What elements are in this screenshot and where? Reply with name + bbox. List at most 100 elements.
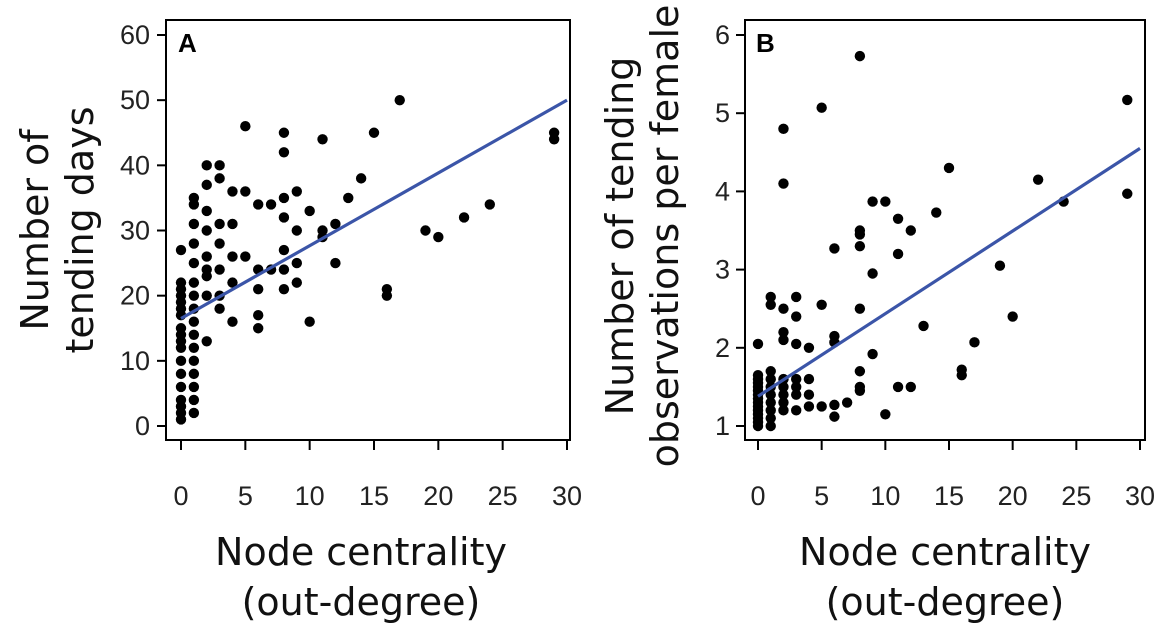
x-tick-label: 30	[552, 481, 582, 511]
fit-line	[180, 98, 568, 320]
data-point	[880, 196, 891, 207]
y-tick-label: 40	[120, 150, 150, 180]
data-point	[791, 405, 802, 416]
data-point	[854, 381, 866, 393]
data-point	[214, 173, 225, 184]
data-point	[803, 373, 815, 385]
data-point	[880, 409, 891, 420]
data-point	[214, 238, 225, 249]
data-point	[188, 277, 200, 288]
y-tick-label: 3	[715, 255, 730, 285]
y-tick-label: 1	[715, 411, 730, 441]
data-point	[278, 212, 290, 223]
data-point	[240, 251, 251, 262]
data-point	[188, 218, 200, 230]
y-axis-title-line2: tending days	[58, 106, 102, 353]
data-point	[304, 316, 315, 327]
y-axis-title-line1: Number of	[13, 128, 57, 331]
data-point	[227, 251, 238, 262]
data-point	[253, 310, 264, 321]
data-point	[803, 342, 815, 353]
data-point	[791, 311, 802, 322]
data-point	[854, 240, 866, 252]
y-tick-label: 30	[120, 216, 150, 246]
panel-a: 0 10 20 30 40 50 60 0 5 10 15 20 25 30 A Number of tendi…	[13, 19, 582, 623]
y-tick-label: 5	[715, 98, 730, 128]
data-point	[278, 192, 290, 204]
data-point	[816, 299, 827, 310]
data-point	[394, 94, 405, 106]
data-point	[765, 412, 776, 424]
data-point	[188, 355, 200, 367]
data-point	[918, 320, 929, 332]
data-point	[791, 338, 802, 350]
x-tick-label: 20	[423, 481, 453, 511]
data-point	[227, 186, 238, 197]
data-point	[188, 368, 200, 380]
data-point	[892, 381, 904, 393]
x-tick-label: 20	[998, 481, 1028, 511]
x-axis-title-line1: Node centrality	[799, 530, 1091, 574]
x-axis-title-line1: Node centrality	[215, 530, 507, 574]
data-point	[484, 199, 495, 210]
y-tick-label: 0	[135, 411, 150, 441]
data-point	[278, 244, 290, 256]
data-point	[1122, 188, 1133, 199]
data-point	[791, 381, 802, 393]
data-point	[201, 251, 212, 262]
data-point	[778, 178, 789, 189]
x-tick-label: 0	[750, 481, 765, 511]
data-point	[175, 244, 187, 256]
data-point	[188, 192, 200, 204]
data-point	[778, 397, 789, 408]
y-tick-label: 2	[715, 333, 730, 363]
data-point	[765, 389, 776, 400]
y-axis-title-line1: Number of tending	[598, 57, 642, 416]
data-point	[265, 199, 277, 210]
data-point	[816, 102, 827, 113]
data-point	[188, 238, 200, 249]
data-point	[291, 277, 302, 288]
y-tick-label: 10	[120, 346, 150, 376]
data-point	[201, 336, 212, 347]
data-point	[278, 147, 290, 158]
data-point	[291, 225, 302, 236]
x-tick-label: 30	[1125, 481, 1155, 511]
data-point	[214, 218, 225, 230]
data-point	[227, 316, 238, 327]
data-point	[854, 303, 866, 314]
x-tick-label: 5	[238, 481, 253, 511]
y-tick-label: 20	[120, 281, 150, 311]
data-point	[175, 394, 187, 406]
data-point	[188, 407, 200, 419]
data-point	[175, 368, 187, 380]
data-point	[227, 277, 238, 288]
data-point	[188, 257, 200, 269]
data-point	[175, 381, 187, 393]
data-point	[829, 411, 840, 422]
x-tick-label: 15	[934, 481, 964, 511]
data-point	[892, 213, 904, 224]
data-point	[175, 355, 187, 367]
data-point	[765, 397, 776, 408]
x-tick-label: 25	[1061, 481, 1091, 511]
data-point	[752, 369, 764, 381]
data-point	[778, 405, 789, 416]
data-point	[381, 283, 393, 295]
data-point	[765, 366, 776, 377]
y-tick-label: 6	[715, 20, 730, 50]
data-point	[969, 337, 980, 348]
x-tick-label: 25	[488, 481, 518, 511]
data-point	[278, 264, 290, 275]
data-point	[791, 373, 802, 385]
data-point	[175, 323, 187, 334]
data-point	[291, 186, 302, 197]
y-tick-label: 50	[120, 85, 150, 115]
data-point	[905, 225, 916, 236]
data-point	[420, 225, 431, 236]
data-point	[841, 397, 853, 408]
data-point	[240, 186, 251, 197]
panel-b: 1 2 3 4 5 6 0 5 10 15 20 25 30 B Number of tending obse…	[598, 5, 1155, 623]
data-point	[778, 334, 789, 346]
data-point	[765, 299, 776, 310]
